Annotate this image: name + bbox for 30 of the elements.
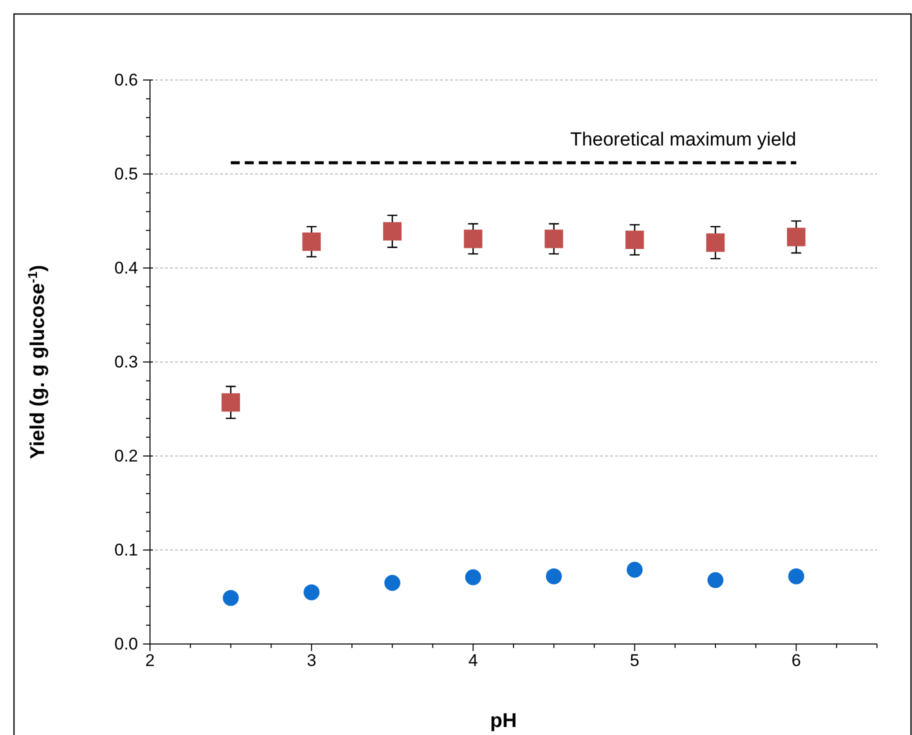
point xyxy=(383,222,402,241)
point xyxy=(625,230,644,250)
y-tick-label: 0.2 xyxy=(114,446,138,466)
point xyxy=(626,562,643,578)
x-axis-title: pH xyxy=(490,710,517,732)
x-tick-label: 6 xyxy=(791,651,801,670)
point xyxy=(304,584,320,600)
point xyxy=(546,568,562,584)
point xyxy=(384,574,400,591)
point xyxy=(787,228,806,246)
y-tick-label: 0.0 xyxy=(114,634,138,654)
point xyxy=(706,233,725,252)
x-tick-label: 5 xyxy=(630,651,640,670)
x-tick-label: 3 xyxy=(306,651,316,670)
point xyxy=(464,230,482,248)
point xyxy=(544,230,564,248)
y-tick-label: 0.5 xyxy=(114,164,138,184)
y-tick-label: 0.4 xyxy=(114,258,138,278)
point xyxy=(222,393,240,412)
x-tick-label: 4 xyxy=(468,651,478,670)
point xyxy=(302,232,321,251)
y-tick-label: 0.1 xyxy=(114,540,138,560)
point xyxy=(707,572,724,588)
point xyxy=(222,590,239,606)
series-label: Theoretical maximum yield xyxy=(570,130,796,151)
y-tick-label: 0.6 xyxy=(114,70,138,90)
y-tick-label: 0.3 xyxy=(114,352,138,372)
point xyxy=(788,568,804,584)
point xyxy=(465,569,482,586)
x-tick-label: 2 xyxy=(145,651,155,670)
